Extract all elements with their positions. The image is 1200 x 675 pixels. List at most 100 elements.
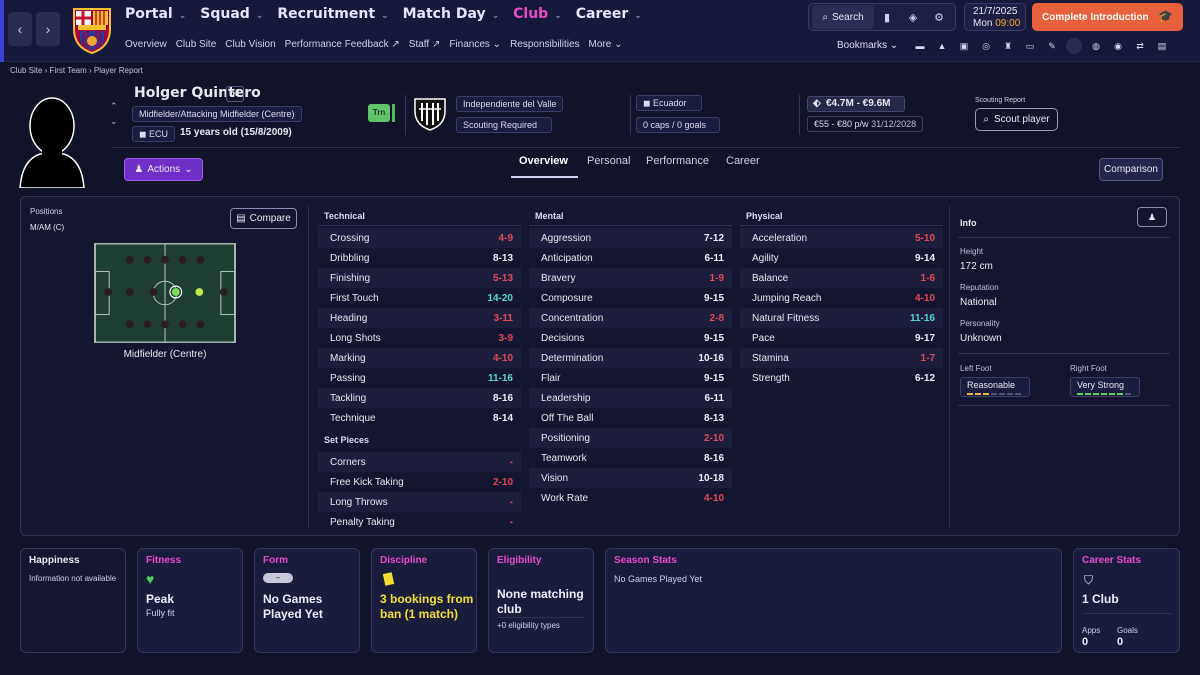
subnav-overview[interactable]: Overview — [125, 39, 167, 50]
trophy-icon[interactable]: ♜ — [1003, 40, 1013, 51]
club-shield-logo[interactable] — [413, 95, 447, 131]
attribute-row[interactable]: Composure 9-15 — [529, 288, 732, 308]
subnav-club-site[interactable]: Club Site — [175, 39, 217, 50]
bookmarks-dropdown[interactable]: Bookmarks ⌄ — [837, 40, 899, 51]
nation[interactable]: ◼ Ecuador — [636, 95, 702, 111]
tab-career[interactable]: Career — [726, 155, 760, 167]
divider — [958, 405, 1170, 406]
subnav-responsibilities[interactable]: Responsibilities — [510, 39, 580, 50]
previous-player-icon[interactable]: ⌃ — [110, 101, 118, 111]
attribute-row[interactable]: Off The Ball 8-13 — [529, 408, 732, 428]
comparison-button[interactable]: Comparison — [1099, 158, 1163, 181]
attribute-row[interactable]: Passing 11-16 — [318, 368, 521, 388]
attribute-row[interactable]: Agility 9-14 — [740, 248, 943, 268]
season-stats-card[interactable]: Season Stats No Games Played Yet — [605, 548, 1062, 653]
attribute-row[interactable]: Leadership 6-11 — [529, 388, 732, 408]
attribute-row[interactable]: Technique 8-14 — [318, 408, 521, 428]
ball-icon[interactable]: ◍ — [1092, 40, 1100, 51]
rating-pip — [967, 393, 973, 395]
tab-overview[interactable]: Overview — [519, 155, 568, 167]
actions-button[interactable]: ♟ Actions ⌄ — [124, 158, 203, 181]
player-club[interactable]: Independiente del Valle — [456, 96, 564, 112]
nav-recruitment[interactable]: Recruitment ⌄ — [277, 6, 389, 22]
attribute-row[interactable]: Positioning 2-10 — [529, 428, 732, 448]
nav-career[interactable]: Career ⌄ — [575, 6, 642, 22]
document-icon[interactable]: ▤ — [1157, 40, 1167, 51]
attribute-row[interactable]: Free Kick Taking 2-10 — [318, 472, 521, 492]
subnav-performance-feedback[interactable]: Performance Feedback ↗ — [284, 39, 400, 50]
attribute-row[interactable]: Finishing 5-13 — [318, 268, 521, 288]
attribute-row[interactable]: Long Shots 3-9 — [318, 328, 521, 348]
attribute-row[interactable]: Balance 1-6 — [740, 268, 943, 288]
attribute-row[interactable]: Determination 10-16 — [529, 348, 732, 368]
attribute-row[interactable]: Vision 10-18 — [529, 468, 732, 488]
attribute-row[interactable]: Stamina 1-7 — [740, 348, 943, 368]
attribute-name: Tackling — [330, 392, 367, 404]
transfer-icon[interactable]: ⇄ — [1136, 40, 1144, 51]
attribute-row[interactable]: Jumping Reach 4-10 — [740, 288, 943, 308]
tactics-icon[interactable]: ▣ — [959, 40, 969, 51]
attribute-row[interactable]: Aggression 7-12 — [529, 228, 732, 248]
person-info-icon[interactable]: ♟ — [1137, 207, 1167, 227]
forward-button[interactable]: › — [36, 12, 60, 46]
shirt-icon[interactable]: ▲ — [937, 41, 947, 51]
day: Mon — [973, 18, 993, 29]
career-stats-card[interactable]: Career Stats ⛉ 1 Club Apps 0 Goals 0 — [1073, 548, 1180, 653]
scout-player-button[interactable]: ⌕ Scout player — [975, 108, 1058, 131]
empty-slot-icon[interactable] — [1066, 38, 1082, 54]
subnav-staff[interactable]: Staff ↗ — [408, 39, 441, 50]
gear-icon[interactable]: ⚙ — [934, 11, 944, 24]
chat-icon[interactable]: ▬ — [915, 41, 925, 51]
attribute-row[interactable]: Acceleration 5-10 — [740, 228, 943, 248]
next-player-icon[interactable]: ⌄ — [110, 116, 118, 126]
attribute-row[interactable]: First Touch 14-20 — [318, 288, 521, 308]
complete-introduction-button[interactable]: Complete Introduction 🎓 — [1032, 3, 1183, 31]
tab-performance[interactable]: Performance — [646, 155, 709, 167]
subnav-finances[interactable]: Finances ⌄ — [449, 39, 502, 50]
subnav-more[interactable]: More ⌄ — [588, 39, 623, 50]
happiness-card[interactable]: Happiness Information not available — [20, 548, 126, 653]
attribute-row[interactable]: Natural Fitness 11-16 — [740, 308, 943, 328]
attribute-row[interactable]: Flair 9-15 — [529, 368, 732, 388]
attribute-row[interactable]: Corners - — [318, 452, 521, 472]
subnav-club-vision[interactable]: Club Vision — [225, 39, 276, 50]
attribute-row[interactable]: Work Rate 4-10 — [529, 488, 732, 508]
date-time[interactable]: 21/7/2025 Mon 09:00 — [964, 3, 1026, 31]
training-status-badge[interactable]: Trn — [368, 104, 390, 122]
attribute-row[interactable]: Concentration 2-8 — [529, 308, 732, 328]
back-button[interactable]: ‹ — [8, 12, 32, 46]
attribute-row[interactable]: Bravery 1-9 — [529, 268, 732, 288]
discipline-card[interactable]: Discipline 3 bookings from ban (1 match) — [371, 548, 477, 653]
attribute-row[interactable]: Dribbling 8-13 — [318, 248, 521, 268]
attribute-row[interactable]: Tackling 8-16 — [318, 388, 521, 408]
target-icon[interactable]: ◎ — [982, 40, 990, 51]
club-icon[interactable]: ◉ — [1114, 40, 1122, 51]
fitness-card[interactable]: Fitness ♥ Peak Fully fit — [137, 548, 243, 653]
attribute-row[interactable]: Anticipation 6-11 — [529, 248, 732, 268]
stadium-icon[interactable]: ▭ — [1025, 40, 1035, 51]
eligibility-card[interactable]: Eligibility None matching club +0 eligib… — [488, 548, 594, 653]
nav-portal[interactable]: Portal ⌄ — [125, 6, 187, 22]
attribute-row[interactable]: Strength 6-12 — [740, 368, 943, 388]
nav-club[interactable]: Club ⌄ — [513, 6, 562, 22]
tab-personal[interactable]: Personal — [587, 155, 631, 167]
form-card[interactable]: Form – No Games Played Yet — [254, 548, 360, 653]
player-age: 15 years old (15/8/2009) — [180, 127, 292, 138]
nav-squad[interactable]: Squad ⌄ — [200, 6, 264, 22]
nav-match-day[interactable]: Match Day ⌄ — [402, 6, 500, 22]
club-crest-logo[interactable] — [70, 5, 114, 55]
attribute-row[interactable]: Penalty Taking - — [318, 512, 521, 532]
attribute-row[interactable]: Heading 3-11 — [318, 308, 521, 328]
shield-icon[interactable]: ◈ — [908, 11, 918, 24]
training-icon[interactable]: ✎ — [1048, 40, 1056, 51]
attribute-row[interactable]: Marking 4-10 — [318, 348, 521, 368]
bookmark-icon[interactable]: ▮ — [883, 11, 891, 24]
attribute-row[interactable]: Pace 9-17 — [740, 328, 943, 348]
attribute-row[interactable]: Crossing 4-9 — [318, 228, 521, 248]
breadcrumb[interactable]: Club Site › First Team › Player Report — [10, 66, 143, 75]
attribute-row[interactable]: Long Throws - — [318, 492, 521, 512]
compare-button[interactable]: ▤ Compare — [230, 208, 297, 229]
search-button[interactable]: ⌕ Search — [812, 5, 874, 29]
attribute-row[interactable]: Decisions 9-15 — [529, 328, 732, 348]
attribute-row[interactable]: Teamwork 8-16 — [529, 448, 732, 468]
